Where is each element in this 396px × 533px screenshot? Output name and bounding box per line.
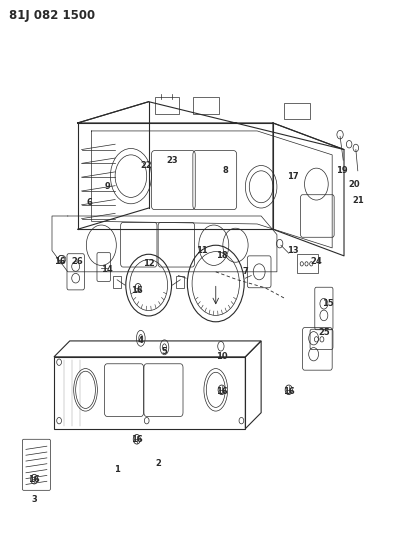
Text: 11: 11 — [196, 246, 208, 255]
Text: 22: 22 — [141, 161, 152, 170]
Text: 18: 18 — [216, 252, 227, 260]
Text: 9: 9 — [105, 182, 110, 191]
Text: 25: 25 — [318, 328, 330, 337]
Text: 6: 6 — [87, 198, 92, 207]
Text: 16: 16 — [131, 435, 143, 444]
Text: 16: 16 — [29, 475, 40, 483]
Text: 12: 12 — [143, 260, 154, 268]
Text: 21: 21 — [352, 196, 364, 205]
Text: 26: 26 — [72, 257, 84, 265]
Text: 16: 16 — [283, 387, 295, 396]
Text: 3: 3 — [31, 495, 37, 504]
Text: 17: 17 — [287, 172, 299, 181]
Text: 14: 14 — [101, 265, 113, 273]
Text: 13: 13 — [287, 246, 299, 255]
Text: 16: 16 — [216, 387, 228, 396]
Text: 4: 4 — [138, 336, 144, 345]
Text: 20: 20 — [348, 180, 360, 189]
Text: 7: 7 — [242, 268, 248, 276]
Text: 16: 16 — [131, 286, 143, 295]
Text: 8: 8 — [223, 166, 228, 175]
Text: 2: 2 — [156, 459, 162, 467]
Text: 81J 082 1500: 81J 082 1500 — [9, 9, 95, 22]
Text: 24: 24 — [310, 257, 322, 265]
Text: 23: 23 — [167, 156, 178, 165]
Text: 1: 1 — [114, 465, 120, 474]
Text: 15: 15 — [322, 299, 334, 308]
Text: 19: 19 — [336, 166, 348, 175]
Text: 5: 5 — [162, 347, 168, 356]
Text: 16: 16 — [54, 257, 66, 265]
Text: 10: 10 — [216, 352, 227, 361]
